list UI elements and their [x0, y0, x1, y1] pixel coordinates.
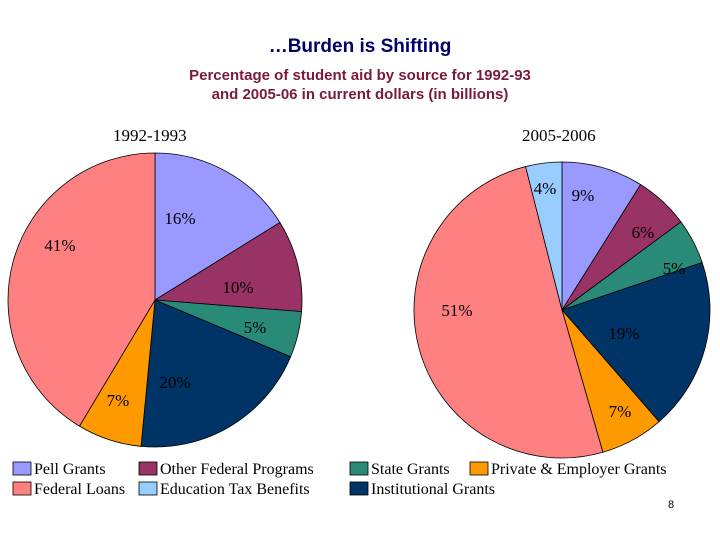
pie-2005-label-federal-loans: 51% — [441, 301, 472, 320]
pie-2005-label-institutional-grants: 19% — [608, 324, 639, 343]
percentage-labels: 16% 10% 5% 20% 7% 41% 9% 6% 5% 19% 7% 51% 4% — [44, 179, 685, 421]
legend-swatch-pell-grants — [12, 461, 32, 476]
pie-1992-slice-federal-loans — [7, 152, 156, 427]
pie-2005-label-other-federal-programs: 6% — [632, 223, 655, 242]
legend-label-federal-loans: Federal Loans — [34, 481, 125, 498]
pie-1992-label-state-grants: 5% — [244, 318, 267, 337]
pie-1992-label-federal-loans: 41% — [44, 236, 75, 255]
legend-swatch-other-federal-programs — [138, 461, 158, 476]
pie-1992-slice-institutional-grants — [140, 299, 292, 448]
pie-2005-slice-institutional-grants — [561, 262, 711, 423]
pie-2005-title: 2005-2006 — [522, 126, 596, 145]
legend-label-state-grants: State Grants — [371, 461, 450, 478]
pie-1992-label-other-federal-programs: 10% — [222, 278, 253, 297]
pie-2005-label-education-tax-benefits: 4% — [534, 179, 557, 198]
legend-label-institutional-grants: Institutional Grants — [371, 481, 495, 498]
pie-2005-label-state-grants: 5% — [663, 259, 686, 278]
pie-2005-label-pell-grants: 9% — [572, 186, 595, 205]
legend-label-education-tax-benefits: Education Tax Benefits — [160, 481, 310, 498]
subtitle-line-2: and 2005-06 in current dollars (in billi… — [211, 86, 509, 103]
pie-1992-label-private-and-employer-grants: 7% — [107, 391, 130, 410]
pie-2005-2006 — [413, 161, 711, 459]
legend-swatch-federal-loans — [12, 481, 32, 496]
pie-1992-title: 1992-1993 — [113, 126, 187, 145]
pie-1992-label-institutional-grants: 20% — [159, 373, 190, 392]
pie-2005-slice-pell-grants — [561, 161, 642, 312]
subtitle-line-1: Percentage of student aid by source for … — [189, 67, 531, 84]
legend-swatch-state-grants — [349, 461, 369, 476]
legend-swatch-education-tax-benefits — [138, 481, 158, 496]
legend-label-other-federal-programs: Other Federal Programs — [160, 461, 314, 478]
chart-title: …Burden is Shifting — [268, 36, 452, 57]
legend-label-private-and-employer-grants: Private & Employer Grants — [491, 461, 667, 478]
legend-swatch-institutional-grants — [349, 481, 369, 496]
pie-1992-slice-other-federal-programs — [153, 221, 303, 313]
pie-1992-1993 — [7, 152, 303, 448]
pie-2005-slice-education-tax-benefits — [525, 161, 563, 311]
chart-subtitle: Percentage of student aid by source for … — [0, 66, 720, 104]
page-number: 8 — [668, 499, 675, 511]
pie-2005-label-private-and-employer-grants: 7% — [609, 402, 632, 421]
pie-1992-label-pell-grants: 16% — [164, 209, 195, 228]
legend-swatch-private-and-employer-grants — [469, 461, 489, 476]
pie-2005-slice-federal-loans — [413, 166, 604, 459]
legend: Pell Grants Other Federal Programs State G… — [12, 461, 667, 498]
pie-1992-slice-pell-grants — [154, 152, 281, 301]
legend-label-pell-grants: Pell Grants — [34, 461, 106, 478]
